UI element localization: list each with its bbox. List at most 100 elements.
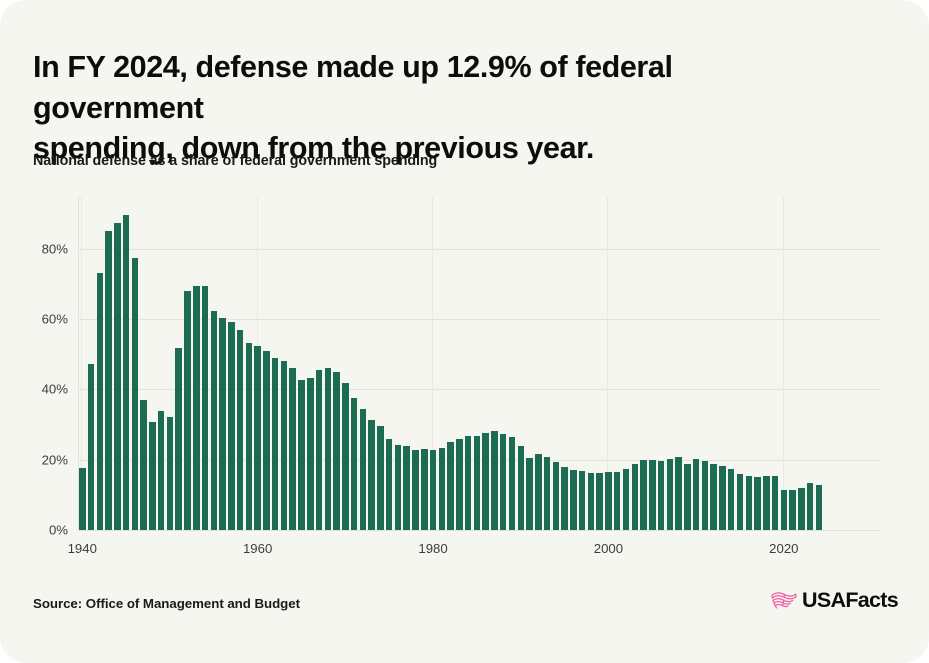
bar[interactable] [315, 370, 323, 530]
bar[interactable] [605, 472, 612, 530]
bar[interactable] [780, 490, 788, 530]
bar[interactable] [122, 215, 130, 530]
bar[interactable] [798, 487, 805, 530]
bar[interactable] [771, 476, 779, 530]
bar[interactable] [368, 420, 375, 530]
bar[interactable] [517, 445, 524, 530]
bar[interactable] [508, 436, 516, 530]
bar[interactable] [552, 462, 560, 530]
gridline-60 [78, 319, 880, 321]
bar[interactable] [342, 383, 349, 530]
bar[interactable] [149, 422, 156, 530]
y-axis-tick-labels: 0% 20% 40% 60% 80% [0, 196, 68, 537]
bar[interactable] [473, 436, 481, 530]
bar[interactable] [96, 273, 104, 530]
bar[interactable] [806, 483, 814, 530]
bar[interactable] [736, 473, 744, 530]
bar[interactable] [745, 475, 753, 530]
bar[interactable] [210, 310, 218, 530]
bar[interactable] [421, 448, 428, 530]
bar[interactable] [175, 347, 182, 530]
bar[interactable] [140, 399, 147, 530]
y-tick-label-0: 0% [48, 522, 68, 538]
bar[interactable] [359, 409, 367, 530]
bar[interactable] [298, 379, 305, 530]
bar[interactable] [596, 473, 603, 530]
bar[interactable] [245, 342, 253, 530]
bar[interactable] [613, 472, 621, 530]
bar[interactable] [201, 285, 209, 530]
vertical-gridline-2000 [607, 196, 609, 530]
bar[interactable] [456, 438, 463, 530]
bar[interactable] [578, 470, 586, 530]
bar[interactable] [184, 290, 191, 530]
gridline-40 [78, 389, 880, 391]
bar[interactable] [491, 431, 498, 530]
bar[interactable] [543, 457, 551, 530]
bar[interactable] [394, 445, 402, 530]
bar[interactable] [657, 460, 665, 530]
bar[interactable] [219, 318, 226, 530]
bar[interactable] [403, 446, 410, 530]
bar[interactable] [727, 469, 735, 530]
bar[interactable] [87, 364, 95, 530]
bar[interactable] [482, 432, 489, 530]
vertical-gridline-1940 [81, 196, 83, 530]
bar[interactable] [412, 449, 419, 530]
bar[interactable] [789, 490, 796, 530]
bar[interactable] [447, 442, 454, 530]
bar[interactable] [236, 330, 244, 530]
bar[interactable] [499, 434, 507, 530]
bar[interactable] [526, 457, 533, 530]
bar[interactable] [631, 463, 638, 530]
usafacts-wordmark: USAFacts [802, 588, 899, 612]
bar[interactable] [280, 361, 288, 530]
bar[interactable] [228, 321, 235, 530]
bar[interactable] [684, 463, 691, 530]
bar[interactable] [324, 368, 332, 530]
bar[interactable] [263, 351, 270, 530]
bar[interactable] [666, 458, 674, 530]
bar[interactable] [587, 473, 595, 530]
usafacts-logo[interactable]: USAFacts [771, 588, 899, 612]
x-tick-label-2000: 2000 [593, 541, 624, 556]
bar[interactable] [131, 258, 139, 530]
bar[interactable] [438, 448, 446, 530]
bar[interactable] [754, 477, 761, 530]
bar[interactable] [719, 465, 726, 530]
bar[interactable] [254, 346, 261, 530]
bar[interactable] [333, 372, 340, 530]
bar[interactable] [464, 436, 472, 530]
bar[interactable] [377, 426, 384, 530]
bar[interactable] [79, 468, 86, 530]
bar[interactable] [271, 357, 279, 530]
bar[interactable] [649, 459, 656, 530]
bar[interactable] [570, 470, 577, 530]
bar[interactable] [710, 463, 717, 530]
bar[interactable] [815, 484, 823, 530]
bar[interactable] [535, 454, 542, 530]
bar[interactable] [350, 398, 358, 530]
bar[interactable] [640, 460, 647, 530]
bar[interactable] [763, 475, 770, 530]
page-title: In FY 2024, defense made up 12.9% of fed… [33, 50, 673, 166]
x-axis-tick-labels: 1940 1960 1980 2000 2020 [68, 541, 880, 561]
bar[interactable] [289, 367, 296, 530]
bar[interactable] [114, 222, 121, 530]
x-tick-label-1980: 1980 [418, 541, 448, 556]
bar[interactable] [429, 450, 437, 530]
bar[interactable] [385, 438, 393, 530]
bar[interactable] [307, 378, 314, 530]
bar[interactable] [692, 459, 700, 530]
x-tick-label-1940: 1940 [67, 541, 97, 556]
bar[interactable] [193, 286, 200, 530]
bar[interactable] [561, 467, 568, 530]
bar[interactable] [105, 231, 112, 530]
bar[interactable] [701, 461, 709, 530]
bar[interactable] [675, 457, 682, 530]
x-tick-label-1960: 1960 [242, 541, 273, 556]
bar[interactable] [166, 416, 174, 530]
x-axis-line [78, 530, 880, 531]
bar[interactable] [157, 410, 165, 530]
bar[interactable] [622, 469, 630, 530]
